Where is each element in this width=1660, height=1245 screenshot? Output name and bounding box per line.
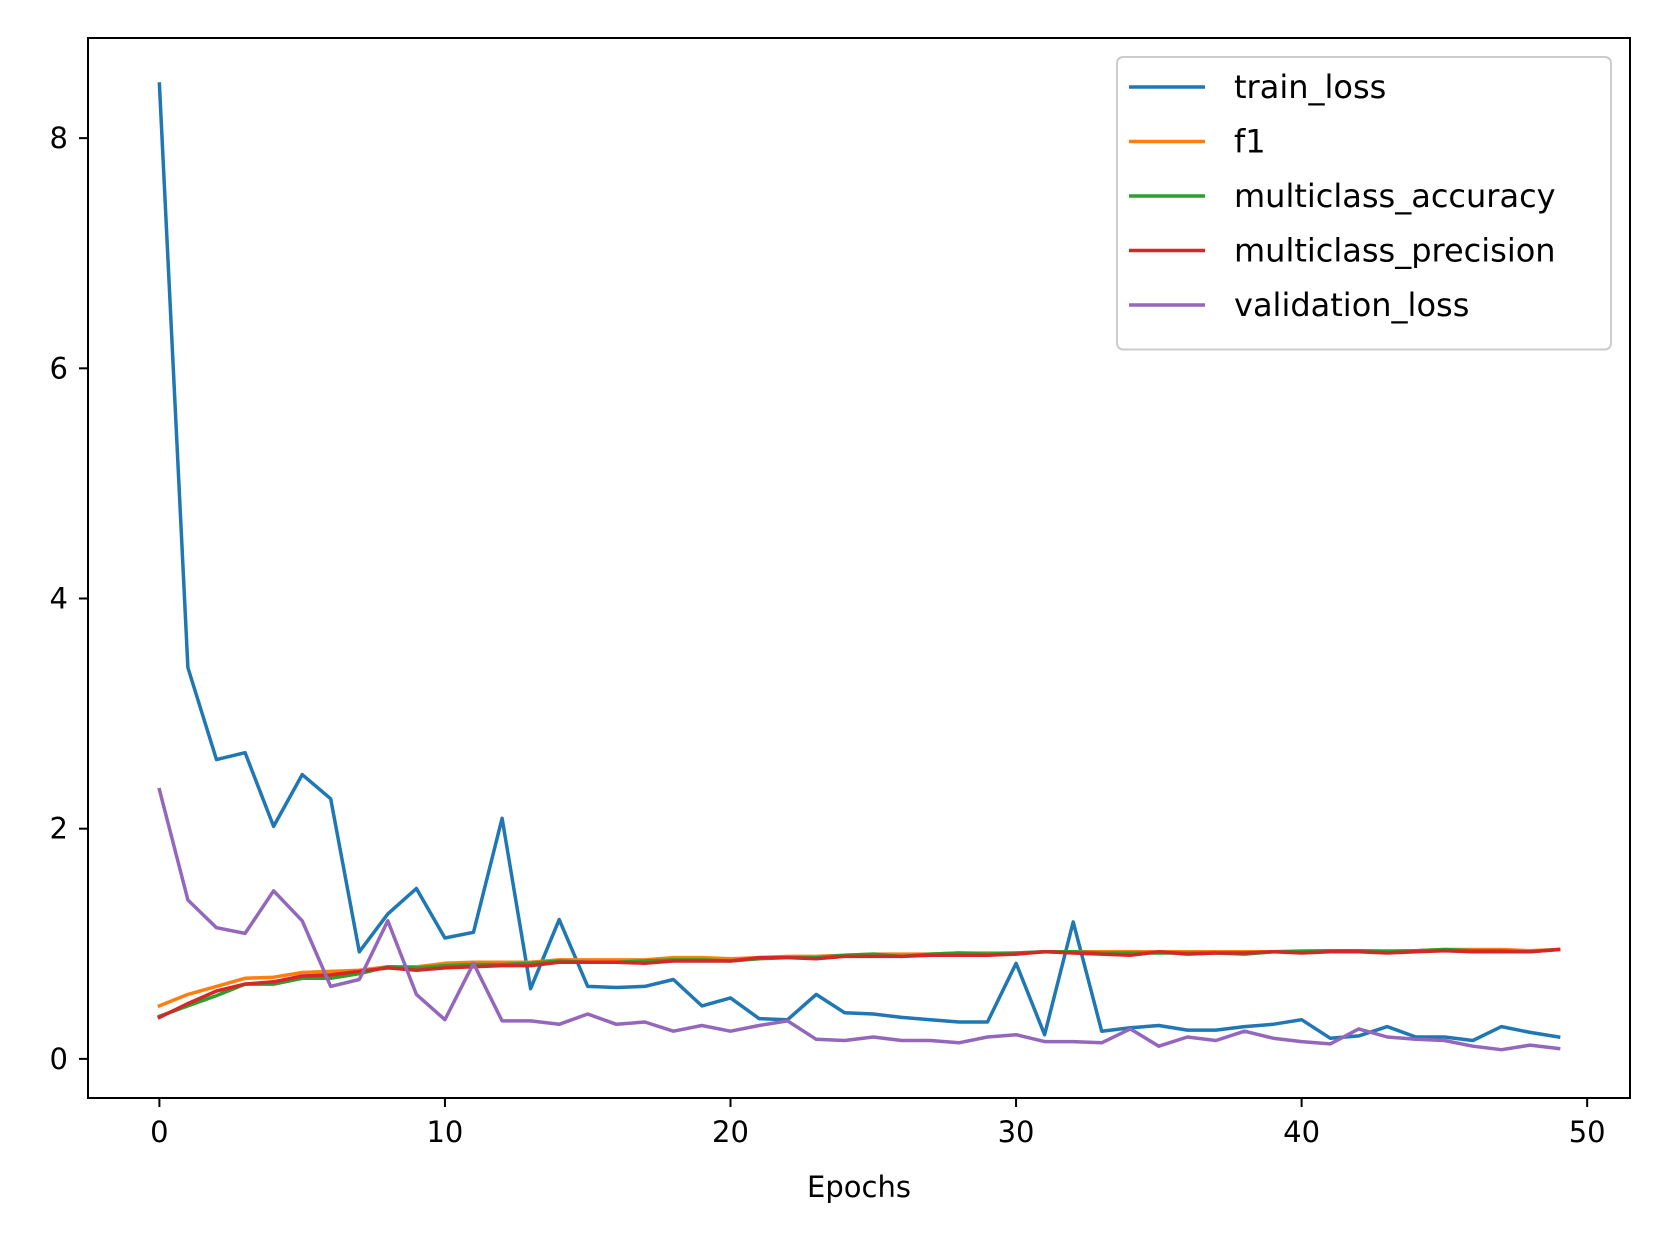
x-tick-label: 20 — [712, 1115, 749, 1149]
legend-label-multiclass-precision: multiclass_precision — [1234, 232, 1556, 270]
axes-frame — [87, 37, 1631, 1099]
x-tick-label: 0 — [150, 1115, 168, 1149]
y-axis-ticks: 0 2 4 6 8 — [50, 121, 88, 1076]
x-tick-label: 40 — [1283, 1115, 1320, 1149]
x-axis-ticks: 0 10 20 30 40 50 — [150, 1098, 1606, 1149]
legend-label-validation-loss: validation_loss — [1234, 286, 1469, 324]
x-axis-label: Epochs — [807, 1170, 911, 1204]
x-tick-label: 50 — [1569, 1115, 1606, 1149]
y-tick-label: 0 — [50, 1042, 68, 1076]
y-tick-label: 4 — [50, 581, 68, 615]
legend-box — [1116, 56, 1612, 351]
series-lines — [157, 82, 1561, 1052]
legend-label-f1: f1 — [1234, 123, 1266, 161]
series-line-train-loss — [157, 82, 1561, 1043]
y-tick-label: 2 — [50, 812, 68, 846]
legend-label-multiclass-accuracy: multiclass_accuracy — [1234, 177, 1556, 215]
x-tick-label: 30 — [998, 1115, 1035, 1149]
x-tick-label: 10 — [426, 1115, 463, 1149]
series-line-multiclass-precision — [157, 947, 1561, 1020]
series-line-validation-loss — [157, 787, 1561, 1052]
y-tick-label: 6 — [50, 351, 68, 385]
y-tick-label: 8 — [50, 121, 68, 155]
legend-label-train-loss: train_loss — [1234, 68, 1386, 106]
legend: train_loss f1 multiclass_accuracy multiclas… — [1116, 56, 1612, 351]
